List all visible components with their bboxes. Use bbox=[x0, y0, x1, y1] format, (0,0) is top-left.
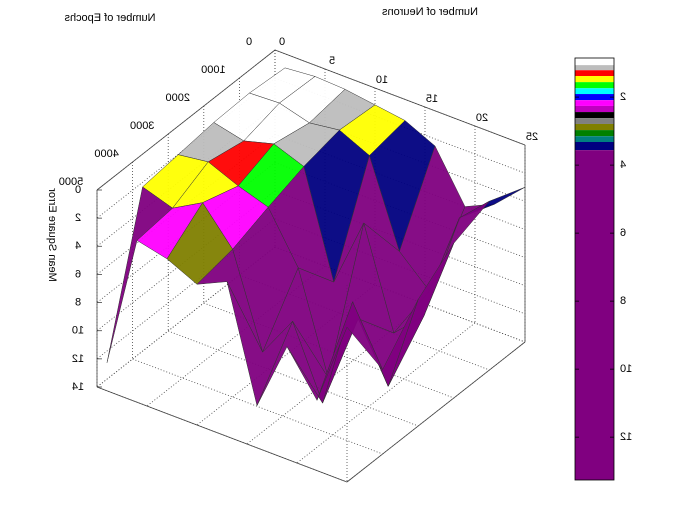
x-tick-label: 10 bbox=[376, 74, 388, 86]
z-tick-label: 0 bbox=[75, 184, 81, 196]
axis-line bbox=[274, 49, 526, 146]
colorbar-tick-label: 10 bbox=[620, 363, 632, 375]
z-tick-label: 14 bbox=[72, 381, 84, 393]
axis-line bbox=[346, 341, 526, 483]
grid-line bbox=[274, 246, 526, 343]
z-axis-label: Mean Square Error bbox=[46, 188, 58, 282]
axis-line bbox=[96, 49, 276, 191]
colorbar-tick-label: 4 bbox=[620, 159, 626, 171]
grid-line bbox=[274, 105, 526, 202]
x-tick-label: 0 bbox=[279, 36, 285, 48]
z-tick-label: 6 bbox=[75, 268, 81, 280]
y-tick-label: 3000 bbox=[130, 120, 154, 132]
colorbar-tick-label: 2 bbox=[620, 91, 626, 103]
axis-line bbox=[96, 386, 348, 483]
x-tick-label: 25 bbox=[526, 131, 538, 143]
z-tick-label: 12 bbox=[72, 353, 84, 365]
colorbar-tick-label: 6 bbox=[620, 227, 626, 239]
surface-face bbox=[316, 301, 383, 401]
z-tick-label: 10 bbox=[72, 325, 84, 337]
colorbar-tick-label: 12 bbox=[620, 431, 632, 443]
grid-line bbox=[274, 190, 526, 287]
z-tick-label: 4 bbox=[75, 240, 81, 252]
colorbar-segment bbox=[575, 58, 614, 66]
y-tick-label: 0 bbox=[246, 36, 252, 48]
colorbar-segment bbox=[575, 123, 614, 131]
colorbar-frame bbox=[574, 57, 615, 481]
colorbar-segment bbox=[575, 76, 614, 83]
colorbar-segment bbox=[575, 141, 614, 151]
grid-line bbox=[168, 330, 419, 427]
grid-line bbox=[274, 134, 526, 230]
x-tick-label: 5 bbox=[329, 55, 335, 67]
colorbar-segment bbox=[575, 118, 614, 124]
z-tick-label: 8 bbox=[75, 296, 81, 308]
y-axis-label: Number of Epochs bbox=[64, 12, 156, 24]
colorbar-segment bbox=[575, 88, 614, 95]
grid-line bbox=[274, 162, 526, 258]
grid-line bbox=[132, 358, 383, 455]
colorbar-segment bbox=[575, 94, 614, 101]
y-tick-label: 4000 bbox=[94, 148, 118, 160]
colorbar-segment bbox=[575, 70, 614, 77]
grid-line bbox=[274, 218, 526, 315]
colorbar-segment bbox=[575, 112, 614, 119]
y-tick-label: 1000 bbox=[201, 64, 225, 76]
colorbar-tick-label: 8 bbox=[620, 295, 626, 307]
grid-line bbox=[203, 302, 454, 399]
x-tick-label: 20 bbox=[476, 112, 488, 124]
colorbar-segment bbox=[575, 105, 614, 113]
y-tick-label: 2000 bbox=[166, 92, 190, 104]
grid-line bbox=[239, 274, 490, 371]
z-tick-label: 2 bbox=[75, 212, 81, 224]
x-axis-label: Number of Neurons bbox=[382, 6, 478, 18]
colorbar-segment bbox=[575, 136, 614, 142]
y-tick-label: 5000 bbox=[59, 176, 83, 188]
colorbar-segment bbox=[575, 150, 614, 480]
colorbar-segment bbox=[575, 82, 614, 89]
x-tick-label: 15 bbox=[426, 93, 438, 105]
grid-line bbox=[274, 77, 526, 174]
colorbar-segment bbox=[575, 100, 614, 106]
colorbar-segment bbox=[575, 130, 614, 137]
surface-face bbox=[106, 186, 173, 363]
colorbar-segment bbox=[575, 65, 614, 71]
